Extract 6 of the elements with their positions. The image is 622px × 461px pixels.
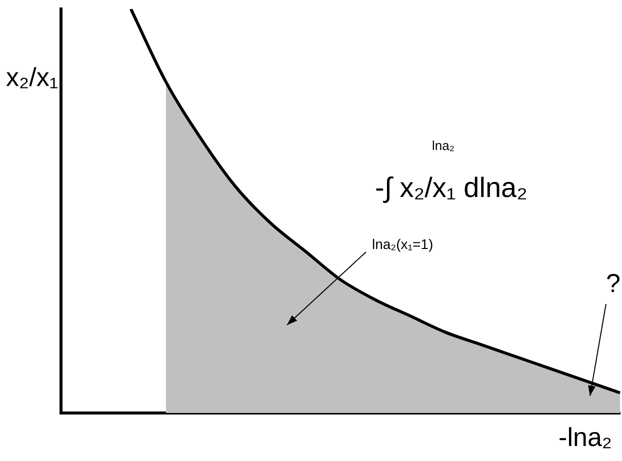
annotation: -∫ x₂/x₁ dlna₂ [375,172,528,204]
annotation: ? [606,268,620,299]
annotation: lna₂ [432,138,454,153]
annotation: lna₂(x₁=1) [372,236,434,252]
x-axis-title: -lna₂ [558,422,612,453]
y-axis-title: x₂/x₁ [6,62,58,93]
